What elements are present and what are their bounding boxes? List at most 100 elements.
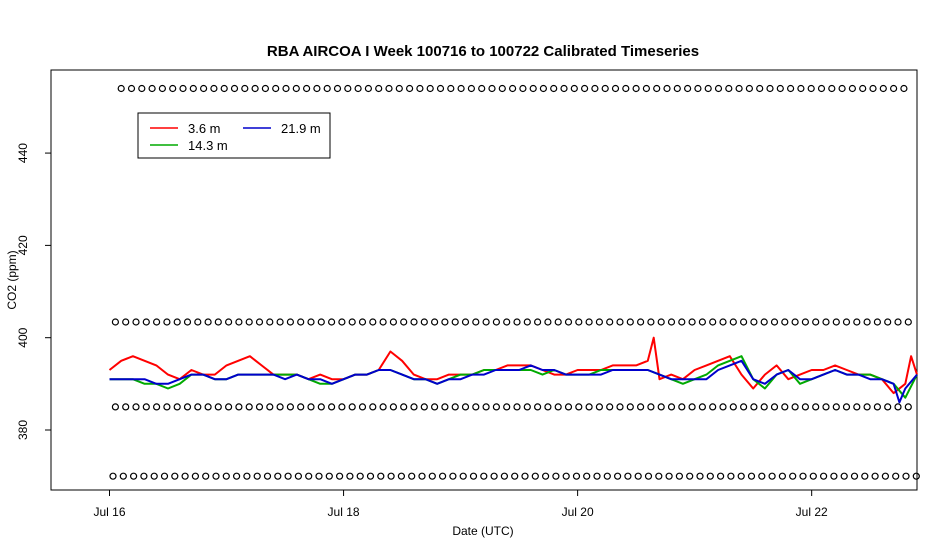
flag-marker [416, 84, 424, 93]
flag-marker [688, 318, 696, 326]
flag-marker [369, 403, 377, 411]
flag-marker [461, 403, 470, 411]
flag-marker [624, 472, 632, 480]
legend-label: 21.9 m [281, 121, 321, 136]
flag-marker [539, 84, 548, 93]
flag-marker [673, 84, 681, 93]
flag-marker [552, 472, 560, 480]
flag-marker [626, 318, 634, 326]
flag-marker [853, 318, 861, 326]
flag-marker [173, 318, 181, 326]
flag-marker [830, 472, 838, 480]
flag-marker [457, 84, 465, 93]
flag-marker [317, 403, 325, 411]
flag-marker [148, 84, 156, 93]
flag-marker [873, 403, 882, 411]
flag-marker [523, 318, 531, 326]
flag-marker [245, 403, 253, 411]
flag-marker [286, 318, 294, 326]
flag-marker [716, 472, 725, 480]
flag-marker [904, 403, 912, 411]
flag-marker [263, 472, 272, 480]
flag-marker [338, 403, 346, 411]
flag-marker [451, 403, 459, 411]
flag-marker [739, 318, 748, 326]
flag-marker [842, 318, 851, 326]
flag-marker [902, 472, 910, 480]
flag-marker [822, 403, 830, 411]
flag-marker [727, 472, 735, 480]
flag-marker [683, 84, 692, 93]
flag-marker [848, 84, 857, 93]
flag-marker [894, 403, 902, 411]
flag-marker [214, 318, 222, 326]
flag-marker [632, 84, 640, 93]
flag-marker [313, 84, 321, 93]
flag-marker [132, 318, 140, 326]
flag-marker [647, 403, 655, 411]
flag-marker [879, 84, 887, 93]
flag-marker [266, 318, 274, 326]
flag-marker [564, 403, 573, 411]
y-tick-label: 420 [16, 235, 30, 255]
x-axis: Jul 16 Jul 18 Jul 20 Jul 22 [93, 489, 828, 519]
flag-marker [111, 403, 120, 411]
flag-marker [892, 472, 900, 480]
flag-marker [812, 403, 820, 411]
flag-marker [725, 84, 733, 93]
y-tick-label: 440 [16, 143, 30, 163]
flag-marker [863, 318, 871, 326]
series-line-3 [109, 359, 918, 404]
flag-marker [523, 403, 531, 411]
flag-marker [459, 472, 467, 480]
flag-marker [859, 84, 867, 93]
flag-marker [122, 403, 130, 411]
flag-marker [544, 403, 552, 411]
flag-marker [153, 403, 161, 411]
flag-marker [191, 472, 199, 480]
flag-marker [127, 84, 136, 93]
flag-marker [904, 318, 912, 326]
flag-marker [255, 318, 264, 326]
flag-marker [276, 403, 284, 411]
flag-marker [204, 318, 212, 326]
flag-marker [389, 403, 397, 411]
flag-marker [431, 403, 439, 411]
y-tick-label: 380 [16, 420, 30, 440]
flag-marker [354, 84, 362, 93]
flag-marker [235, 403, 243, 411]
flag-marker [366, 472, 375, 480]
flag-marker [768, 472, 776, 480]
flag-marker [817, 84, 826, 93]
flag-marker [142, 403, 150, 411]
flag-marker [503, 403, 511, 411]
flag-marker [616, 403, 624, 411]
flag-marker [482, 403, 490, 411]
flag-marker [570, 84, 578, 93]
flag-marker [431, 318, 439, 326]
flag-marker [781, 318, 789, 326]
flag-marker [709, 318, 717, 326]
flag-marker [472, 318, 480, 326]
flag-marker [439, 472, 447, 480]
flag-marker [622, 84, 630, 93]
flag-marker [315, 472, 323, 480]
flag-marker [513, 403, 521, 411]
flag-marker [449, 472, 457, 480]
flag-marker [698, 403, 707, 411]
flag-marker [575, 318, 583, 326]
flag-marker [467, 84, 475, 93]
flag-marker [791, 318, 799, 326]
flag-marker [655, 472, 663, 480]
flag-marker [235, 318, 243, 326]
flag-marker [591, 84, 599, 93]
flag-marker [400, 318, 408, 326]
flag-marker [778, 472, 787, 480]
flag-marker [274, 472, 282, 480]
flag-marker [441, 318, 449, 326]
flag-marker [451, 318, 459, 326]
flag-marker [696, 472, 704, 480]
flag-marker [760, 318, 768, 326]
flag-marker [498, 84, 506, 93]
